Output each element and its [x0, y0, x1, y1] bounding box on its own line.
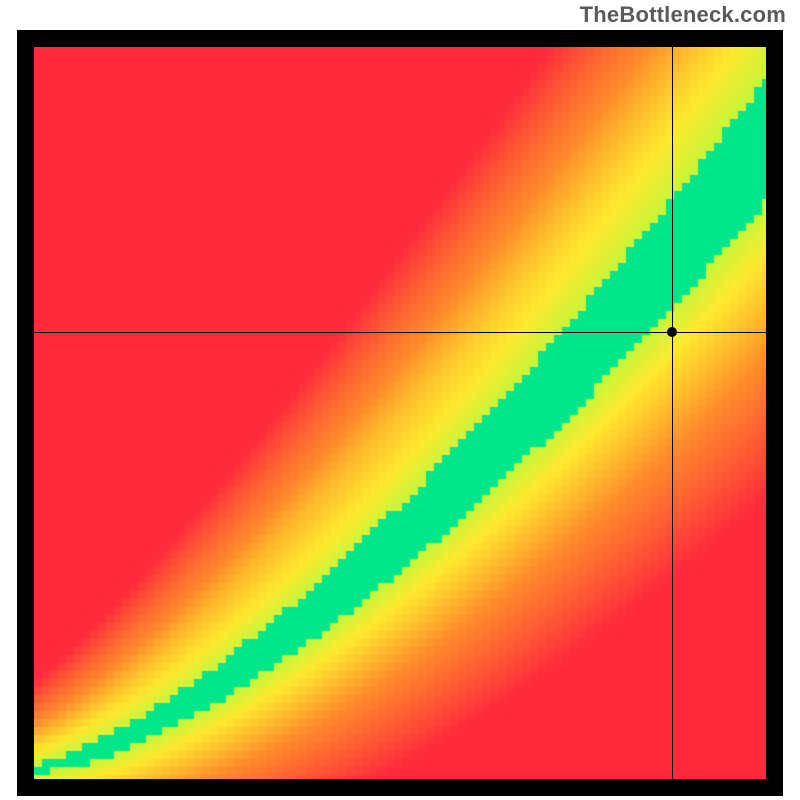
crosshair-marker — [667, 327, 677, 337]
crosshair-horizontal — [34, 332, 766, 333]
heatmap-canvas — [34, 47, 766, 779]
watermark-text: TheBottleneck.com — [580, 2, 786, 28]
chart-frame — [17, 30, 783, 796]
heatmap-canvas-wrap — [34, 47, 766, 779]
crosshair-vertical — [672, 47, 673, 779]
